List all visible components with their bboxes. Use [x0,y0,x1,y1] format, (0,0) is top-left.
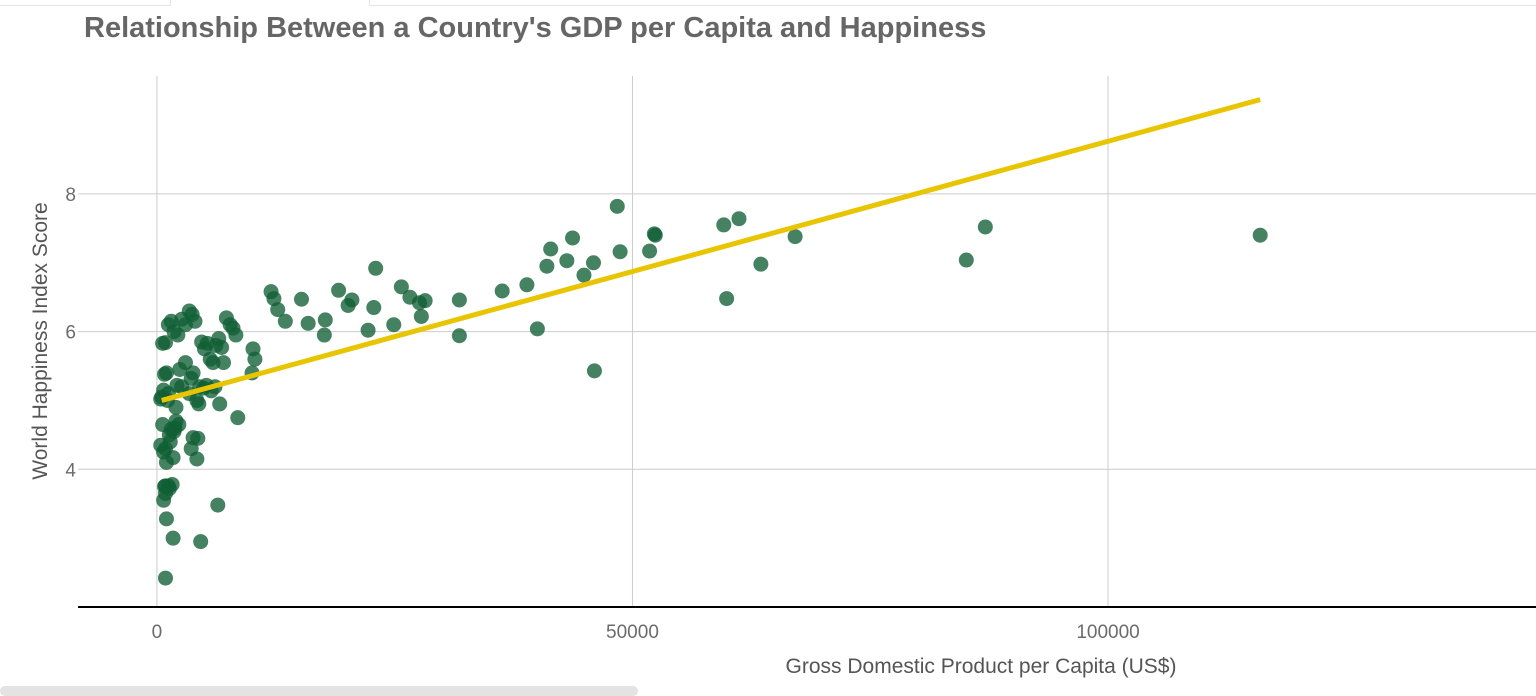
data-points [153,198,1268,586]
data-point[interactable] [168,399,184,415]
data-point[interactable] [157,570,173,586]
data-point[interactable] [165,530,181,546]
data-point[interactable] [158,511,174,527]
data-point[interactable] [360,322,376,338]
data-point[interactable] [187,313,203,329]
data-point[interactable] [958,252,974,268]
data-point[interactable] [214,339,230,355]
data-point[interactable] [165,450,181,466]
data-point[interactable] [161,481,177,497]
data-point[interactable] [731,211,747,227]
data-point[interactable] [609,198,625,214]
data-point[interactable] [543,241,559,257]
tab-strip-border [0,0,1536,6]
data-point[interactable] [413,308,429,324]
data-point[interactable] [331,282,347,298]
x-tick-label: 100000 [1076,622,1139,643]
data-point[interactable] [157,335,173,351]
data-point[interactable] [977,219,993,235]
data-point[interactable] [266,291,282,307]
data-point[interactable] [170,327,186,343]
data-point[interactable] [585,255,601,271]
data-point[interactable] [368,260,384,276]
data-point[interactable] [245,341,261,357]
data-point[interactable] [559,253,575,269]
data-point[interactable] [344,292,360,308]
x-tick-labels: 0 50000 100000 [152,622,1140,643]
data-point[interactable] [171,417,187,433]
horizontal-gridlines [78,193,1536,470]
data-point[interactable] [451,328,467,344]
data-point[interactable] [586,363,602,379]
trendline [161,97,1261,403]
horizontal-scrollbar[interactable] [0,686,638,696]
data-point[interactable] [519,277,535,293]
data-point[interactable] [787,229,803,245]
data-point[interactable] [529,321,545,337]
data-point[interactable] [185,365,201,381]
y-tick-label: 6 [65,323,76,344]
data-point[interactable] [230,410,246,426]
trendline-group [161,97,1261,403]
data-point[interactable] [216,355,232,371]
data-point[interactable] [393,279,409,295]
x-axis-title: Gross Domestic Product per Capita (US$) [786,655,1177,678]
y-axis-title: World Happiness Index Score [29,202,52,479]
data-point[interactable] [612,244,628,260]
x-tick-label: 50000 [606,622,659,643]
data-point[interactable] [162,434,178,450]
data-point[interactable] [1252,227,1268,243]
data-point[interactable] [158,365,174,381]
y-tick-label: 8 [65,185,76,206]
vertical-gridlines [156,76,1109,607]
data-point[interactable] [386,317,402,333]
data-point[interactable] [716,217,732,233]
data-point[interactable] [210,497,226,513]
y-tick-labels: 4 6 8 [65,185,76,481]
y-tick-label: 4 [65,460,76,481]
data-point[interactable] [539,258,555,274]
data-point[interactable] [191,396,207,412]
active-tab[interactable] [170,0,370,6]
data-point[interactable] [300,315,316,331]
data-point[interactable] [565,230,581,246]
data-point[interactable] [228,327,244,343]
data-point[interactable] [190,430,206,446]
data-point[interactable] [294,291,310,307]
data-point[interactable] [719,291,735,307]
data-point[interactable] [153,391,169,407]
data-point[interactable] [189,451,205,467]
data-point[interactable] [212,396,228,412]
data-point[interactable] [642,243,658,259]
data-point[interactable] [576,267,592,283]
data-point[interactable] [647,227,663,243]
data-point[interactable] [277,313,293,329]
data-point[interactable] [494,283,510,299]
data-point[interactable] [177,355,193,371]
data-point[interactable] [451,292,467,308]
data-point[interactable] [205,355,221,371]
x-tick-label: 0 [152,622,163,643]
data-point[interactable] [417,293,433,309]
data-point[interactable] [316,327,332,343]
chart-title: Relationship Between a Country's GDP per… [84,12,987,44]
data-point[interactable] [317,312,333,328]
data-point[interactable] [193,534,209,550]
data-point[interactable] [366,300,382,316]
data-point[interactable] [753,256,769,272]
